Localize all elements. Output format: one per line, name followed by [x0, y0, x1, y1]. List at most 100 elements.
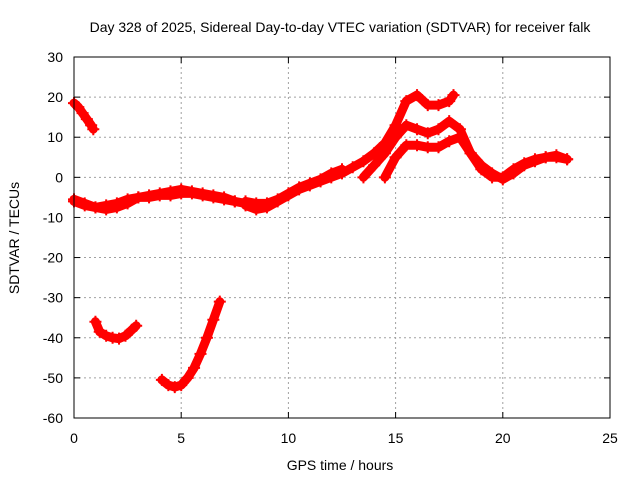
x-tick-label: 5: [177, 430, 185, 446]
data-point: [130, 319, 143, 332]
grid: [74, 57, 610, 418]
data-point: [400, 139, 413, 152]
data-point: [250, 197, 263, 210]
data-point: [207, 191, 220, 204]
data-point: [507, 167, 520, 180]
data-point: [185, 187, 198, 200]
data-point: [539, 151, 552, 164]
data-point: [76, 107, 89, 120]
data-point: [80, 113, 93, 126]
data-point: [239, 195, 252, 208]
plot-frame: [73, 56, 611, 419]
data-point: [528, 155, 541, 168]
y-tick-label: -30: [43, 290, 63, 306]
data-point: [432, 123, 445, 136]
data-point: [207, 313, 220, 326]
x-tick-label: 15: [388, 430, 404, 446]
data-point: [164, 189, 177, 202]
data-point: [121, 193, 134, 206]
data-point: [100, 199, 113, 212]
data-point: [389, 151, 402, 164]
x-axis-label: GPS time / hours: [287, 457, 394, 473]
data-point: [218, 193, 231, 206]
series-arc-5: [68, 187, 241, 214]
data-point: [518, 159, 531, 172]
data-point: [389, 119, 402, 132]
data-point: [155, 373, 168, 386]
data-point: [378, 147, 391, 160]
data-point: [260, 197, 273, 210]
axis-ticks: [73, 56, 611, 419]
data-point: [282, 187, 295, 200]
data-point: [89, 201, 102, 214]
data-point: [443, 95, 456, 108]
data-point: [194, 347, 207, 360]
series-arc-1: [68, 97, 100, 136]
data-point: [368, 159, 381, 172]
data-point: [453, 131, 466, 144]
data-point: [303, 177, 316, 190]
y-tick-label: 20: [47, 89, 63, 105]
data-point: [432, 99, 445, 112]
data-point: [132, 191, 145, 204]
data-point: [464, 147, 477, 160]
data-point: [378, 171, 391, 184]
data-point: [421, 99, 434, 112]
data-point: [162, 379, 175, 392]
y-tick-label: -20: [43, 250, 63, 266]
data-point: [550, 149, 563, 162]
series-arc-7: [239, 163, 348, 210]
data-point: [271, 193, 284, 206]
data-point: [213, 295, 226, 308]
data-point: [400, 95, 413, 108]
data-point: [153, 189, 166, 202]
x-tick-label: 10: [281, 430, 297, 446]
data-point: [357, 155, 370, 168]
data-point: [357, 171, 370, 184]
data-point: [411, 123, 424, 136]
y-tick-label: 10: [47, 129, 63, 145]
x-tick-label: 0: [70, 430, 78, 446]
series-line: [241, 90, 458, 214]
plot-series: [68, 89, 574, 394]
series-arc-3: [155, 295, 226, 394]
data-point: [143, 191, 156, 204]
data-point: [93, 325, 106, 338]
y-tick-label: -50: [43, 370, 63, 386]
y-tick-label: 30: [47, 49, 63, 65]
data-point: [100, 329, 113, 342]
series-arc-6: [239, 89, 460, 216]
y-tick-label: -60: [43, 410, 63, 426]
data-point: [168, 381, 181, 394]
x-tick-label: 20: [495, 430, 511, 446]
data-point: [432, 141, 445, 154]
data-point: [336, 163, 348, 176]
data-point: [475, 159, 488, 172]
data-point: [346, 161, 359, 174]
data-point: [421, 127, 434, 140]
data-point: [421, 141, 434, 154]
chart-title: Day 328 of 2025, Sidereal Day-to-day VTE…: [90, 19, 592, 35]
series-line: [241, 164, 347, 208]
data-point: [293, 181, 306, 194]
y-tick-label: -10: [43, 209, 63, 225]
x-tick-label: 25: [602, 430, 618, 446]
series-arc-2: [89, 315, 143, 345]
data-point: [228, 195, 241, 208]
series-line: [157, 297, 225, 392]
data-point: [89, 315, 102, 328]
data-point: [486, 167, 499, 180]
data-point: [496, 173, 509, 186]
data-point: [87, 123, 100, 136]
data-point: [119, 329, 132, 342]
data-point: [196, 189, 209, 202]
data-point: [314, 173, 327, 186]
data-point: [110, 197, 123, 210]
data-point: [78, 199, 91, 212]
data-point: [389, 131, 402, 144]
data-point: [325, 167, 338, 180]
tick-labels: 0 5 10 15 20 25 -60 -50 -40 -30 -20 -10 0 10 20 30: [43, 49, 618, 446]
data-point: [411, 139, 424, 152]
data-point: [200, 331, 213, 344]
